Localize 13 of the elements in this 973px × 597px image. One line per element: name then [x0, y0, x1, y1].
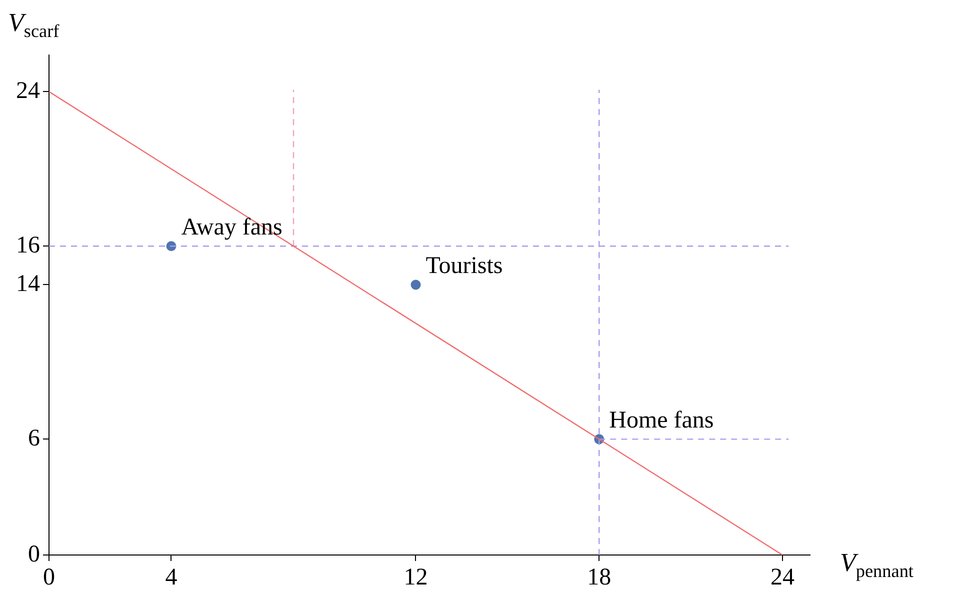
- x-tick-label: 18: [587, 564, 612, 591]
- x-tick-label: 4: [165, 564, 178, 591]
- y-tick-label: 14: [16, 271, 40, 298]
- x-axis-title: V$_{pennant}$: [840, 548, 914, 582]
- annotation: Tourists: [426, 253, 503, 280]
- annotation: Home fans: [609, 407, 714, 434]
- y-tick-label: 16: [16, 232, 40, 258]
- y-axis-title: V$_{scarf}$: [8, 8, 60, 42]
- y-tick-label: 6: [28, 425, 40, 452]
- x-tick-label: 12: [404, 564, 428, 591]
- y-tick-label: 0: [28, 541, 40, 568]
- x-tick-label: 24: [770, 564, 794, 591]
- y-tick-label: 24: [16, 78, 40, 104]
